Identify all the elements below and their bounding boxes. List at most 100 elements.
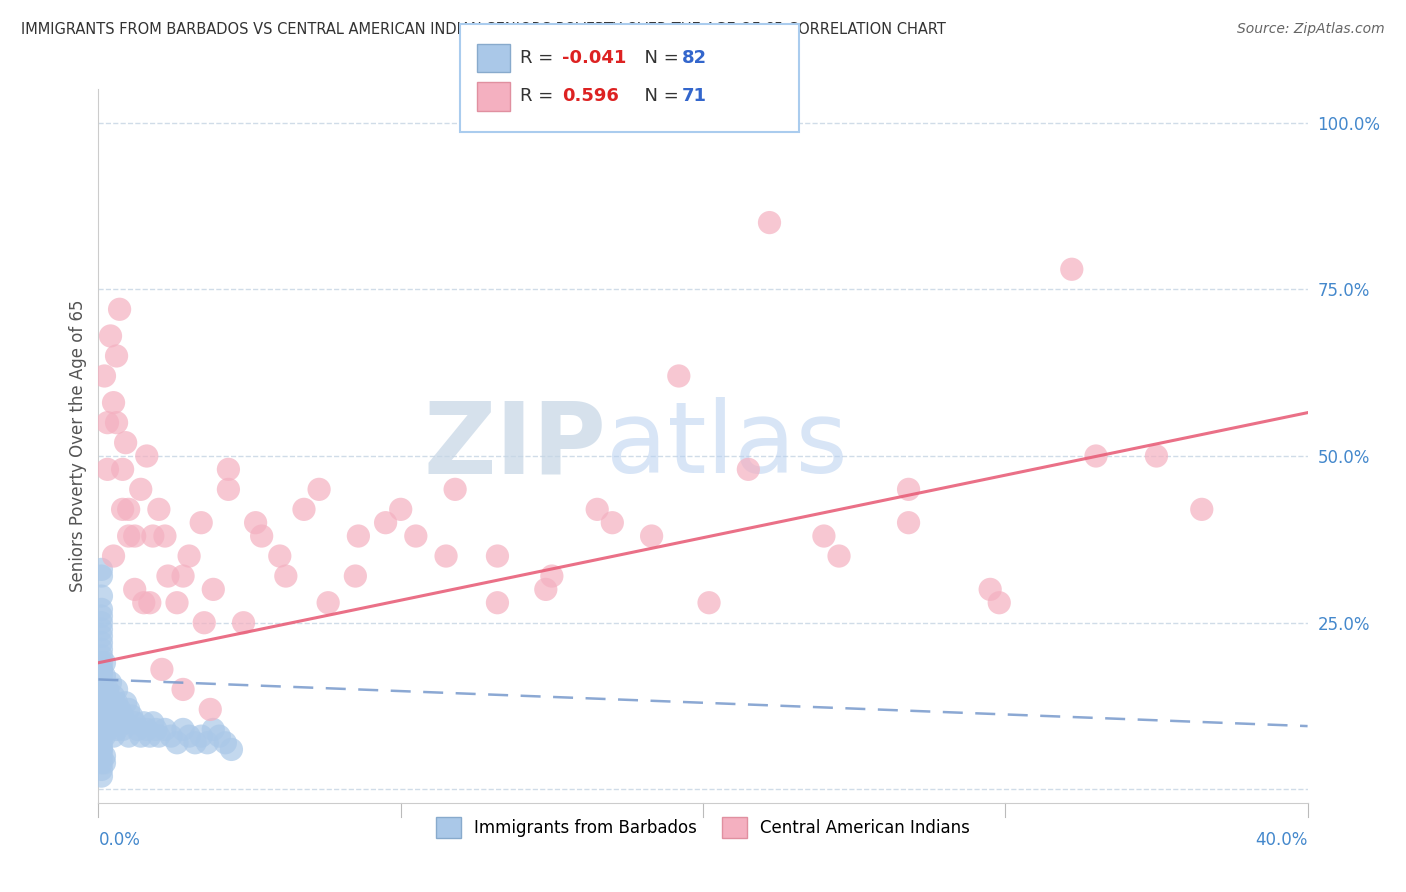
Point: [90, 682, 112, 697]
Point: [90, 656, 112, 670]
Point: [486, 596, 509, 610]
Point: [96, 682, 118, 697]
Point: [114, 715, 136, 730]
Text: Source: ZipAtlas.com: Source: ZipAtlas.com: [1237, 22, 1385, 37]
Point: [127, 723, 149, 737]
Point: [737, 462, 759, 476]
Point: [1085, 449, 1108, 463]
Point: [96, 709, 118, 723]
Point: [434, 549, 457, 563]
Point: [90, 629, 112, 643]
Text: atlas: atlas: [606, 398, 848, 494]
Point: [132, 596, 155, 610]
Point: [90, 702, 112, 716]
Point: [1060, 262, 1083, 277]
Point: [988, 596, 1011, 610]
Point: [124, 582, 146, 597]
Text: 82: 82: [682, 49, 707, 67]
Point: [540, 569, 562, 583]
Point: [148, 729, 170, 743]
Point: [344, 569, 367, 583]
Point: [90, 636, 112, 650]
Y-axis label: Seniors Poverty Over the Age of 65: Seniors Poverty Over the Age of 65: [69, 300, 87, 592]
Text: IMMIGRANTS FROM BARBADOS VS CENTRAL AMERICAN INDIAN SENIORS POVERTY OVER THE AGE: IMMIGRANTS FROM BARBADOS VS CENTRAL AMER…: [21, 22, 946, 37]
Point: [486, 549, 509, 563]
Point: [160, 729, 183, 743]
Point: [221, 742, 243, 756]
Point: [93, 702, 115, 716]
Point: [90, 569, 112, 583]
Point: [190, 516, 212, 530]
Point: [90, 696, 112, 710]
Point: [90, 742, 112, 756]
Point: [172, 723, 194, 737]
Point: [121, 709, 143, 723]
Text: R =: R =: [520, 87, 565, 105]
Point: [90, 763, 112, 777]
Text: -0.041: -0.041: [562, 49, 627, 67]
Point: [232, 615, 254, 630]
Point: [103, 395, 125, 409]
Point: [979, 582, 1001, 597]
Text: 40.0%: 40.0%: [1256, 831, 1308, 849]
Point: [156, 569, 179, 583]
Point: [202, 582, 225, 597]
Point: [100, 702, 122, 716]
Point: [269, 549, 291, 563]
Point: [668, 368, 690, 383]
Point: [90, 736, 112, 750]
Point: [90, 662, 112, 676]
Point: [132, 715, 155, 730]
Point: [118, 729, 141, 743]
Point: [90, 589, 112, 603]
Point: [316, 596, 339, 610]
Point: [897, 483, 920, 497]
Point: [145, 723, 167, 737]
Point: [172, 569, 194, 583]
Point: [193, 615, 215, 630]
Point: [105, 349, 128, 363]
Point: [118, 529, 141, 543]
Point: [93, 756, 115, 770]
Point: [697, 596, 720, 610]
Text: N =: N =: [633, 87, 685, 105]
Point: [90, 729, 112, 743]
Point: [897, 516, 920, 530]
Point: [100, 675, 122, 690]
Point: [389, 502, 412, 516]
Point: [96, 416, 118, 430]
Point: [90, 769, 112, 783]
Point: [118, 702, 141, 716]
Point: [90, 609, 112, 624]
Point: [153, 723, 176, 737]
Point: [217, 483, 239, 497]
Point: [190, 729, 212, 743]
Point: [93, 749, 115, 764]
Point: [217, 462, 239, 476]
Point: [274, 569, 297, 583]
Point: [108, 702, 131, 716]
Point: [208, 729, 231, 743]
Point: [111, 502, 134, 516]
Point: [347, 529, 370, 543]
Point: [245, 516, 267, 530]
Text: 71: 71: [682, 87, 707, 105]
Point: [214, 736, 236, 750]
Point: [758, 216, 780, 230]
Point: [172, 682, 194, 697]
Point: [129, 483, 152, 497]
Point: [124, 715, 146, 730]
Point: [93, 715, 115, 730]
Point: [139, 596, 162, 610]
Point: [90, 623, 112, 637]
Point: [96, 462, 118, 476]
Point: [129, 729, 152, 743]
Point: [1191, 502, 1213, 516]
Point: [153, 529, 176, 543]
Point: [118, 502, 141, 516]
Point: [135, 449, 157, 463]
Point: [93, 669, 115, 683]
Point: [405, 529, 427, 543]
Point: [142, 715, 165, 730]
Point: [90, 662, 112, 676]
